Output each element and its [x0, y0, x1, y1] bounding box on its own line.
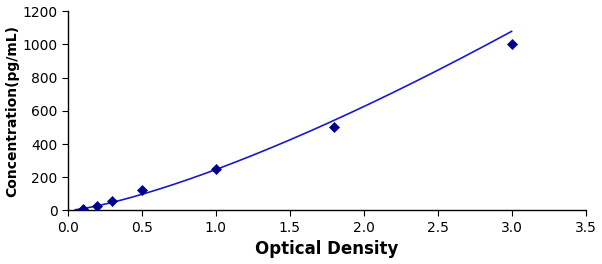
- X-axis label: Optical Density: Optical Density: [255, 241, 399, 258]
- Y-axis label: Concentration(pg/mL): Concentration(pg/mL): [5, 25, 19, 197]
